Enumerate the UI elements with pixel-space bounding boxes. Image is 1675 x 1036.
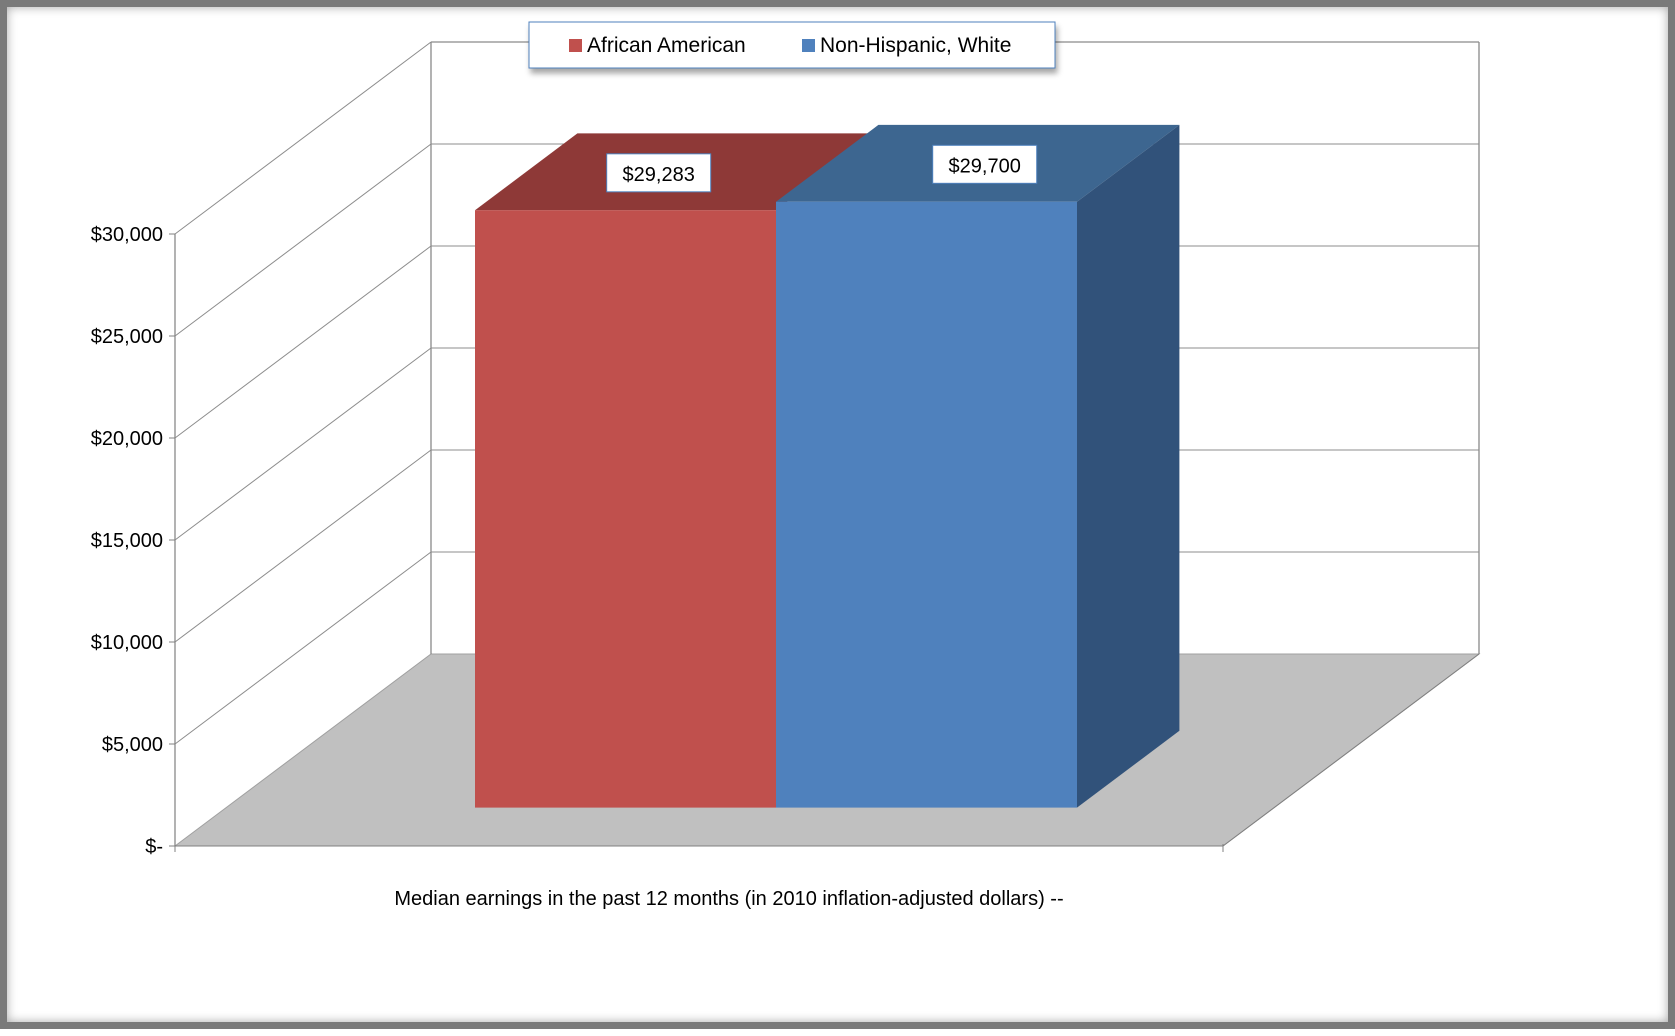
gridline-side-1 [174, 551, 432, 745]
gridline-side-6 [174, 41, 432, 235]
bar-side-1 [1077, 124, 1180, 808]
y-tick-label-5: $25,000 [91, 326, 163, 348]
x-category-label: Median earnings in the past 12 months (i… [394, 888, 1063, 910]
y-tick-label-1: $5,000 [102, 734, 163, 756]
data-labels: $29,283 $29,700 [606, 144, 1038, 193]
data-label-0: $29,283 [623, 164, 695, 186]
legend: African American Non-Hispanic, White [528, 21, 1056, 69]
gridline-side-4 [174, 245, 432, 439]
legend-entry-1: Non-Hispanic, White [820, 34, 1011, 57]
data-label-1: $29,700 [949, 155, 1021, 177]
y-tick-label-2: $10,000 [91, 632, 163, 654]
bar-front-0 [475, 210, 776, 808]
gridline-side-3 [174, 347, 432, 541]
data-label-box-1 [932, 144, 1038, 184]
y-tick-label-0: $- [145, 836, 163, 858]
data-label-box-0 [606, 153, 712, 193]
chart: $- $5,000 $10,000 $15,000 $20,000 $25,000 $30,… [91, 21, 1481, 910]
bar-front-1 [776, 201, 1077, 808]
legend-swatch-0 [569, 39, 582, 52]
y-tick-label-6: $30,000 [91, 224, 163, 246]
gridline-side-5 [174, 143, 432, 337]
y-axis: $- $5,000 $10,000 $15,000 $20,000 $25,000 $30,… [91, 224, 1224, 910]
y-tick-label-4: $20,000 [91, 428, 163, 450]
gridline-side-2 [174, 449, 432, 643]
y-tick-label-3: $15,000 [91, 530, 163, 552]
legend-swatch-1 [802, 39, 815, 52]
bars [475, 124, 1180, 808]
legend-box [528, 21, 1056, 69]
floor-right-edge [1222, 653, 1480, 847]
legend-entry-0: African American [587, 34, 746, 57]
